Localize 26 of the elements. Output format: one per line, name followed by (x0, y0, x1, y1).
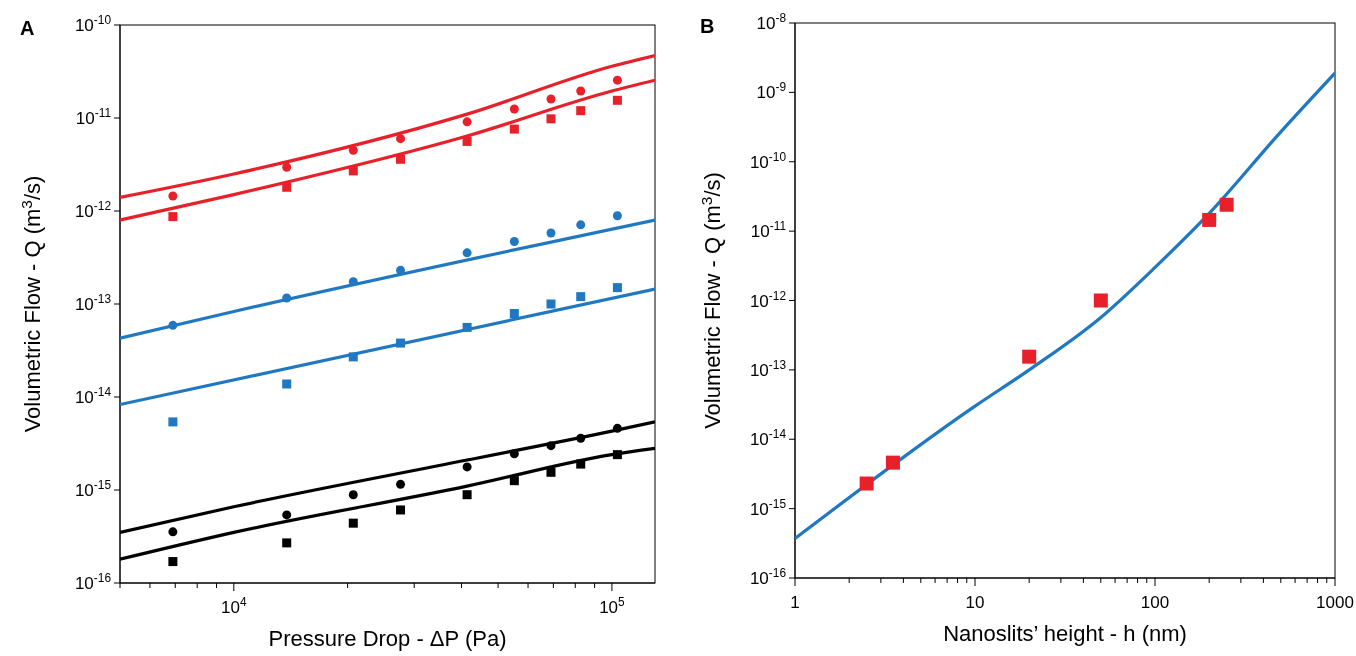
y-tick-label: 10$^{-13}$ (74, 292, 112, 314)
x-tick-label: 10$^{5}$ (599, 595, 626, 617)
y-tick-label: 10$^{-11}$ (750, 219, 787, 242)
y-tick-label: 10$^{-14}$ (749, 427, 787, 450)
y-tick-label: 10$^{-15}$ (749, 496, 787, 519)
y-tick-label: 10$^{-13}$ (749, 357, 787, 380)
x-tick-label: 10$^{4}$ (221, 595, 247, 617)
x-axis-title: Nanoslits’ height - h (nm) (943, 621, 1187, 646)
chart-title: B (700, 15, 715, 37)
x-tick-label: 10 (965, 593, 985, 612)
y-tick-label: 10$^{-11}$ (75, 106, 112, 128)
x-tick-label: 1 (790, 593, 800, 612)
x-tick-label: 100 (1140, 593, 1170, 612)
y-tick-label: 10$^{-12}$ (749, 288, 787, 311)
y-tick-label: 10$^{-14}$ (74, 385, 112, 407)
y-tick-label: 10$^{-9}$ (756, 80, 787, 103)
y-tick-label: 10$^{-15}$ (74, 478, 112, 500)
y-tick-label: 10$^{-8}$ (756, 11, 787, 33)
y-tick-label: 10$^{-12}$ (74, 199, 112, 221)
chart-title: A (20, 17, 35, 39)
x-tick-label: 1000 (1316, 593, 1354, 612)
y-tick-label: 10$^{-10}$ (74, 13, 112, 35)
y-tick-label: 10$^{-10}$ (749, 149, 787, 172)
y-tick-label: 10$^{-16}$ (74, 571, 112, 593)
y-tick-label: 10$^{-16}$ (749, 566, 787, 588)
x-axis-title: Pressure Drop - ΔP (Pa) (268, 626, 507, 651)
